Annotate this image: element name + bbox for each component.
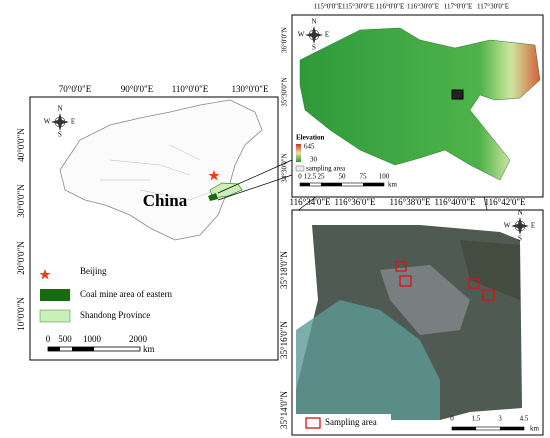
scale-seg [321,183,342,186]
compass-rose [51,113,69,131]
scale-seg [452,427,476,430]
label: 116°30'0"E [407,3,439,11]
scale-seg [72,347,94,351]
connector [217,159,293,194]
label: 70°0'0"E [59,84,92,94]
label: 1.5 [472,415,481,423]
label: 100 [379,173,390,181]
label: 0 [46,334,51,344]
label: E [325,31,329,39]
label: Beijing [80,266,107,276]
beijing-star [208,170,220,181]
label: 50 [339,173,347,181]
water [296,300,440,420]
label: 35°16'0"N [279,321,289,359]
label: 35°30'0"N [281,77,289,106]
label: 20°0'0"N [16,241,26,275]
sampling-boxes [395,261,495,301]
label: 3 [498,415,502,423]
label: Sampling area [325,417,377,427]
sampling-area [451,89,464,100]
label: 75 [360,173,368,181]
label: E [531,222,535,230]
label: 116°36'0"E [334,197,376,207]
compass-rose [511,217,529,235]
label: 116°34'0"E [289,197,331,207]
label: 116°38'0"E [389,197,431,207]
label: 30 [310,156,318,164]
label: E [71,118,75,126]
label: 35°14'0"N [279,391,289,429]
label: 130°0'0"E [232,84,269,94]
label: Coal mine area of eastern [80,289,172,299]
label: 35°18'0"N [279,251,289,289]
label: 90°0'0"E [121,84,154,94]
label: 116°0'0"E [376,3,404,11]
label: N [517,209,522,217]
label: 645 [304,143,315,151]
legend-star [39,269,51,280]
label: 4.5 [520,415,529,423]
connector [217,174,293,201]
legend-shandong [39,309,71,323]
province-borders [100,144,216,201]
label: W [504,222,511,230]
label: 116°40'0"E [434,197,476,207]
compass-ring [514,220,526,232]
scale-seg [300,183,310,186]
label: 0 [450,415,454,423]
scale-seg [363,183,384,186]
label: 12.5 [304,173,317,181]
elevation-bar [296,144,301,162]
label: China [143,191,188,210]
compass-ring [308,29,320,41]
scale-seg [48,347,60,351]
label: S [312,44,316,52]
label: S [518,235,522,243]
label: 25 [318,173,326,181]
label: 116°42'0"E [484,197,526,207]
label: km [388,181,398,189]
label: Shandong Province [80,310,150,320]
legend-coal [40,289,70,301]
label: W [44,118,51,126]
label: 0 [298,173,302,181]
label: 500 [58,334,72,344]
legend-sampling [295,165,305,172]
label: W [298,31,305,39]
label: 2000 [129,334,148,344]
label: sampling area [306,165,346,173]
label: 36°0'0"N [281,27,289,53]
label: S [58,131,62,139]
china-outline [59,99,263,241]
legend-box [305,417,321,429]
compass-rose [305,26,323,44]
label: km [143,344,155,354]
label: 40°0'0"N [16,128,26,162]
urban [380,265,470,335]
label: 115°30'0"E [342,3,374,11]
label: 34°30'0"N [281,153,289,182]
label: 117°30'0"E [477,3,509,11]
label: N [57,105,62,113]
label: 1000 [83,334,102,344]
coal-area [208,193,218,201]
label: km [530,425,540,433]
elevation-region [299,27,541,181]
scale-seg [500,427,524,430]
label: 30°0'0"N [16,184,26,218]
fields [460,240,520,300]
label: 10°0'0"N [16,297,26,331]
label: 117°0'0"E [444,3,472,11]
label: Elevation [296,134,324,142]
compass-ring [54,116,66,128]
label: N [311,18,316,26]
label: 115°0'0"E [314,3,342,11]
label: 110°0'0"E [172,84,209,94]
